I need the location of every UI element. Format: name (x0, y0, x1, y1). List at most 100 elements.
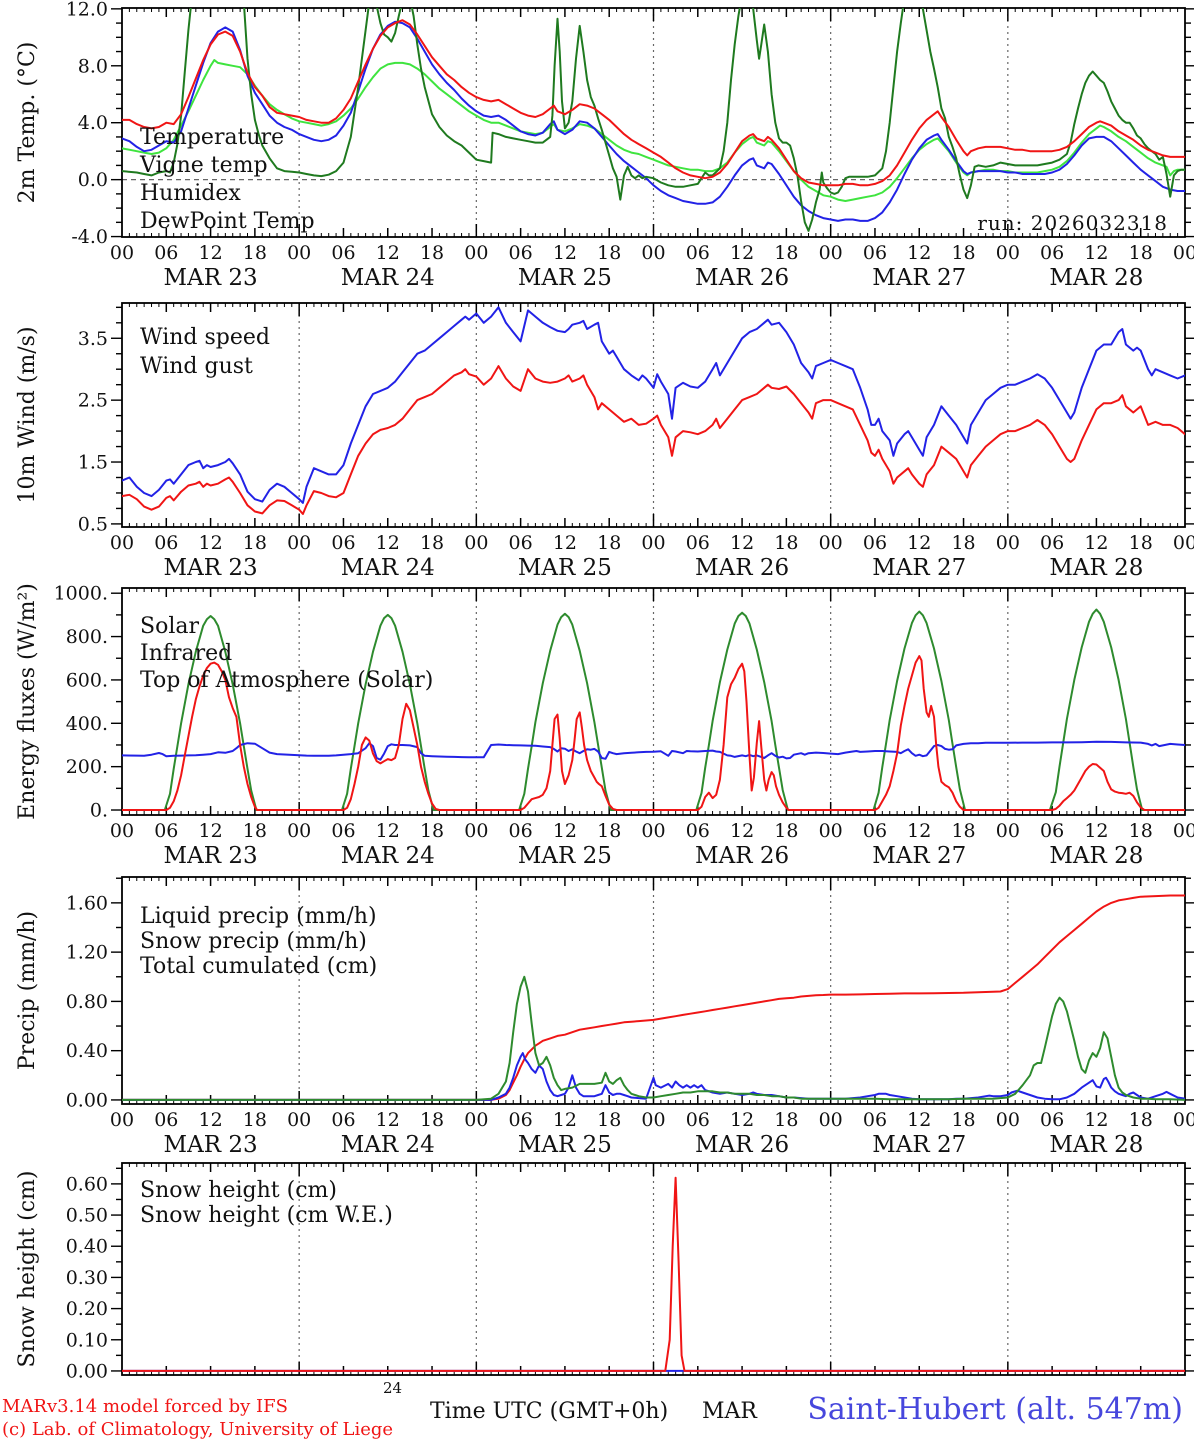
wind-series-wind-gust (122, 306, 1185, 504)
temp-series-temperature (122, 19, 1185, 187)
precip-ytick: 0.80 (66, 991, 108, 1013)
precip-xtick: 12 (907, 1109, 931, 1131)
energy-xtick-end: 00 (1173, 820, 1194, 842)
temp-xtick: 00 (996, 242, 1020, 264)
energy-panel: 0. 200. 400. 600. 800. 1000. SolarInfraredTop … (15, 583, 1194, 869)
temp-legend-vigne-temp: Vigne temp (139, 153, 268, 178)
wind-xtick: 12 (376, 532, 400, 554)
wind-xtick: 00 (110, 532, 134, 554)
temp-ytick: 0.0 (78, 169, 108, 191)
energy-day-label: MAR 24 (341, 843, 435, 869)
snow-legend-snow-height-we: Snow height (cm W.E.) (140, 1203, 393, 1228)
precip-xtick: 12 (1084, 1109, 1108, 1131)
temp-day-label: MAR 26 (695, 265, 789, 291)
energy-xtick: 12 (907, 820, 931, 842)
temp-xtick: 00 (641, 242, 665, 264)
temp-xtick: 12 (907, 242, 931, 264)
energy-xtick: 00 (996, 820, 1020, 842)
temp-panel: -4.0 0.0 4.0 8.0 12.0 Temperature Vigne temp Hu… (15, 0, 1194, 291)
temp-xtick: 06 (863, 242, 887, 264)
wind-xtick: 18 (951, 532, 975, 554)
lab-credit-line: (c) Lab. of Climatology, University of L… (2, 1419, 394, 1440)
snow-legend-snow-height: Snow height (cm) (140, 1178, 337, 1203)
snow-ytick: 0.30 (66, 1267, 108, 1289)
snow-series-snow-height (122, 1176, 1185, 1372)
energy-xtick: 18 (1129, 820, 1153, 842)
wind-xtick: 06 (331, 532, 355, 554)
precip-xtick: 06 (331, 1109, 355, 1131)
snow-ytick: 0.40 (66, 1236, 108, 1258)
energy-xtick: 18 (597, 820, 621, 842)
precip-ylabel: Precip (mm/h) (15, 911, 40, 1070)
temp-xtick: 06 (509, 242, 533, 264)
snow-ylabel: Snow height (cm) (15, 1171, 40, 1368)
wind-day-label: MAR 23 (164, 555, 258, 581)
temp-day-label: MAR 27 (872, 265, 966, 291)
energy-day-label: MAR 28 (1049, 843, 1143, 869)
wind-xtick: 00 (641, 532, 665, 554)
temp-xtick: 18 (951, 242, 975, 264)
temp-xtick: 18 (774, 242, 798, 264)
energy-day-label: MAR 27 (872, 843, 966, 869)
energy-series-solar (122, 655, 1185, 811)
wind-xtick: 12 (730, 532, 754, 554)
precip-xtick: 00 (464, 1109, 488, 1131)
wind-day-label: MAR 25 (518, 555, 612, 581)
wind-legend-wind-speed: Wind speed (140, 325, 270, 350)
precip-xtick: 06 (154, 1109, 178, 1131)
energy-legend-toa-solar: Top of Atmosphere (Solar) (140, 668, 433, 693)
energy-ytick: 400. (66, 713, 108, 735)
month-label: MAR (702, 1399, 757, 1424)
energy-xtick: 18 (774, 820, 798, 842)
temp-xtick: 18 (243, 242, 267, 264)
energy-day-label: MAR 23 (164, 843, 258, 869)
precip-legend-snow-precip: Snow precip (mm/h) (140, 929, 367, 954)
temp-legend-temperature: Temperature (140, 125, 284, 150)
energy-xtick: 00 (110, 820, 134, 842)
wind-xtick: 06 (863, 532, 887, 554)
precip-xtick: 00 (110, 1109, 134, 1131)
wind-day-label: MAR 26 (695, 555, 789, 581)
energy-xtick: 12 (1084, 820, 1108, 842)
temp-xtick: 18 (597, 242, 621, 264)
energy-xtick: 18 (951, 820, 975, 842)
precip-xtick: 18 (597, 1109, 621, 1131)
energy-xtick: 12 (198, 820, 222, 842)
temp-day-label: MAR 24 (341, 265, 435, 291)
wind-xtick: 00 (464, 532, 488, 554)
temp-day-label: MAR 23 (164, 265, 258, 291)
precip-day-label: MAR 24 (341, 1132, 435, 1158)
temp-xtick: 12 (1084, 242, 1108, 264)
energy-ytick: 200. (66, 756, 108, 778)
precip-xtick-end: 00 (1173, 1109, 1194, 1131)
precip-day-label: MAR 26 (695, 1132, 789, 1158)
wind-xtick: 00 (819, 532, 843, 554)
wind-xtick: 18 (597, 532, 621, 554)
snow-panel: 0.00 0.10 0.20 0.30 0.40 0.50 0.60 Snow height … (15, 1162, 1194, 1382)
wind-xtick: 12 (907, 532, 931, 554)
energy-ytick: 0. (90, 800, 108, 822)
snow-ytick: 0.20 (66, 1298, 108, 1320)
temp-legend-humidex: Humidex (140, 181, 241, 206)
energy-xtick: 00 (819, 820, 843, 842)
temp-xtick: 06 (331, 242, 355, 264)
precip-ytick: 1.60 (66, 892, 108, 914)
wind-ytick: 1.5 (78, 452, 108, 474)
precip-ytick: 0.00 (66, 1089, 108, 1111)
wind-ytick: 0.5 (78, 513, 108, 535)
wind-xtick: 06 (686, 532, 710, 554)
temp-day-label: MAR 28 (1049, 265, 1143, 291)
energy-xtick: 00 (641, 820, 665, 842)
wind-xtick: 12 (1084, 532, 1108, 554)
energy-xtick: 06 (331, 820, 355, 842)
precip-xtick: 00 (819, 1109, 843, 1131)
energy-legend-infrared: Infrared (140, 641, 232, 666)
energy-day-label: MAR 26 (695, 843, 789, 869)
temp-ylabel: 2m Temp. (°C) (15, 42, 40, 204)
snow-ytick: 0.10 (66, 1329, 108, 1351)
precip-legend-total-cumulated: Total cumulated (cm) (140, 954, 377, 979)
wind-ylabel: 10m Wind (m/s) (15, 326, 40, 503)
wind-day-label: MAR 28 (1049, 555, 1143, 581)
